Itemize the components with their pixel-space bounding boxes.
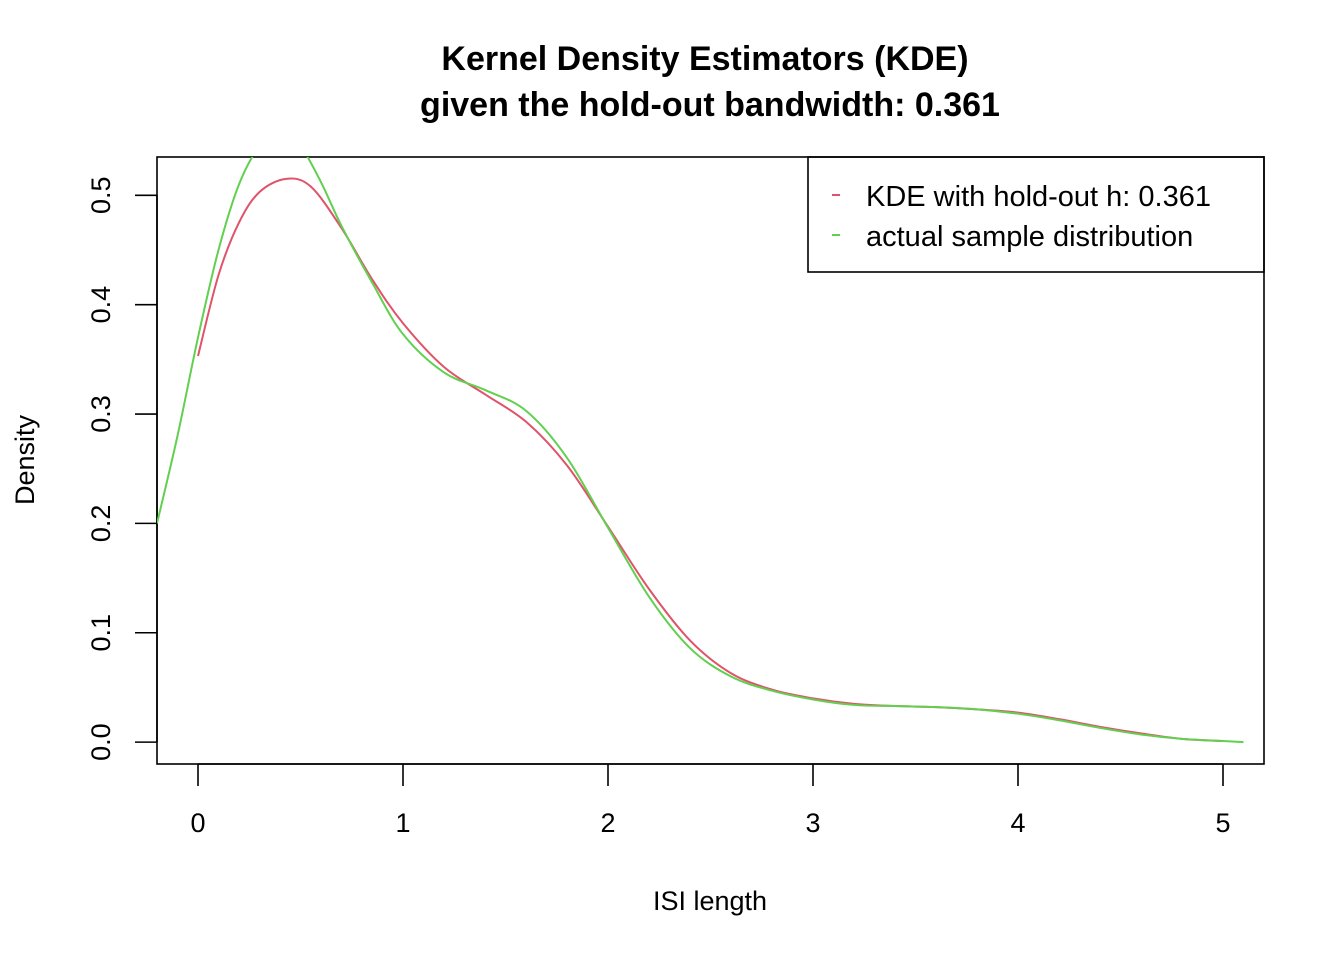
x-axis: 0 1 2 3 4 5 bbox=[190, 763, 1231, 838]
chart-title: Kernel Density Estimators (KDE) bbox=[441, 40, 968, 78]
y-tick-label: 0.0 bbox=[86, 723, 116, 761]
legend: KDE with hold-out h: 0.361 actual sample… bbox=[807, 156, 1265, 273]
x-tick-label: 1 bbox=[395, 808, 410, 838]
legend-label-actual: actual sample distribution bbox=[866, 221, 1193, 253]
legend-label-kde: KDE with hold-out h: 0.361 bbox=[866, 181, 1211, 213]
x-tick-label: 3 bbox=[805, 808, 820, 838]
legend-box bbox=[807, 156, 1265, 273]
x-tick-label: 0 bbox=[190, 808, 205, 838]
series-lines bbox=[157, 157, 1244, 744]
x-tick-label: 5 bbox=[1215, 808, 1230, 838]
kde-holdout-line bbox=[197, 177, 1224, 743]
y-tick-label: 0.3 bbox=[86, 395, 116, 433]
y-axis-label: Density bbox=[10, 414, 40, 505]
y-tick-label: 0.5 bbox=[86, 177, 116, 215]
y-axis: 0.0 0.1 0.2 0.3 0.4 0.5 bbox=[86, 177, 158, 761]
y-tick-label: 0.4 bbox=[86, 286, 116, 324]
x-tick-label: 4 bbox=[1010, 808, 1025, 838]
x-tick-label: 2 bbox=[600, 808, 615, 838]
x-axis-label: ISI length bbox=[653, 886, 767, 916]
y-tick-label: 0.1 bbox=[86, 614, 116, 652]
y-tick-label: 0.2 bbox=[86, 505, 116, 543]
chart-subtitle: given the hold-out bandwidth: 0.361 bbox=[420, 86, 1000, 124]
actual-distribution-line bbox=[157, 157, 1244, 744]
